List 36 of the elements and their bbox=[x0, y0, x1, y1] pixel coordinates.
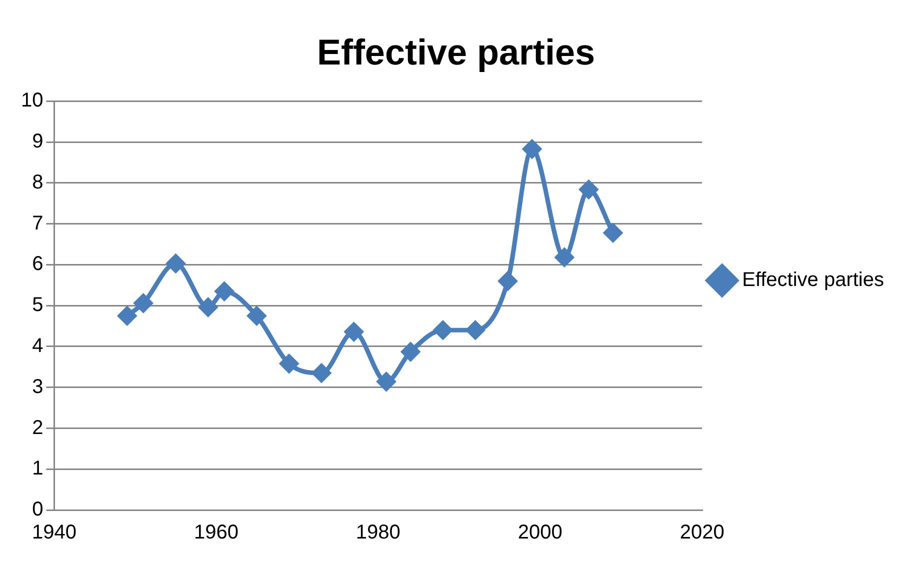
point bbox=[118, 306, 136, 326]
x-tick-label: 1960 bbox=[194, 522, 238, 544]
point bbox=[466, 320, 485, 340]
point bbox=[166, 254, 185, 273]
point bbox=[247, 306, 266, 326]
y-tick-label: 6 bbox=[32, 253, 44, 276]
y-tick-label: 4 bbox=[32, 334, 44, 357]
point bbox=[215, 282, 234, 301]
point bbox=[522, 140, 542, 158]
point bbox=[312, 364, 331, 382]
point bbox=[498, 272, 517, 290]
point bbox=[401, 342, 420, 362]
x-tick-label: 1940 bbox=[32, 522, 76, 544]
legend-label: Effective parties bbox=[742, 269, 884, 292]
x-tick-label: 2000 bbox=[518, 522, 562, 544]
y-tick-label: 1 bbox=[32, 458, 44, 480]
y-tick-label: 7 bbox=[32, 212, 44, 234]
y-tick-label: 0 bbox=[32, 498, 44, 521]
y-tick-label: 5 bbox=[32, 294, 44, 316]
y-tick-label: 2 bbox=[32, 416, 44, 439]
x-tick-label: 2020 bbox=[680, 522, 724, 544]
point bbox=[344, 322, 364, 342]
point bbox=[280, 354, 298, 373]
point bbox=[579, 180, 598, 199]
point bbox=[377, 372, 396, 391]
y-tick-label: 9 bbox=[32, 130, 44, 153]
chart-title: Effective parties bbox=[316, 32, 596, 73]
y-tick-label: 8 bbox=[32, 171, 44, 194]
point bbox=[555, 248, 574, 267]
y-tick-label: 3 bbox=[32, 376, 44, 398]
x-tick-label: 1980 bbox=[356, 522, 400, 544]
point bbox=[434, 320, 452, 340]
point bbox=[604, 224, 622, 242]
point bbox=[198, 298, 218, 316]
y-tick-label: 10 bbox=[20, 90, 44, 112]
point bbox=[134, 294, 153, 312]
